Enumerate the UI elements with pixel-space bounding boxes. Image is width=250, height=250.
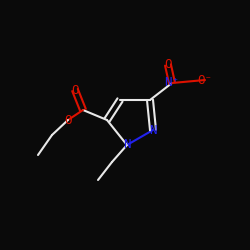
Text: N: N: [123, 138, 131, 151]
Text: O: O: [64, 114, 72, 126]
Text: O⁻: O⁻: [198, 74, 212, 86]
Text: O: O: [164, 58, 172, 71]
Text: O: O: [71, 84, 79, 96]
Text: N⁺: N⁺: [164, 76, 180, 90]
Text: N: N: [149, 124, 157, 136]
